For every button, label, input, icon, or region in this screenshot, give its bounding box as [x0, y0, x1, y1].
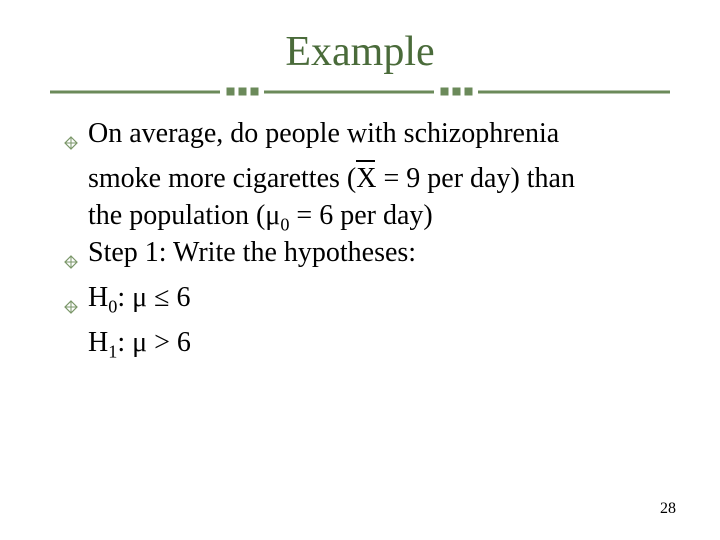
subscript: 1: [108, 342, 117, 362]
text-fragment: = 9 per day) than: [376, 163, 575, 194]
bullet-item: Step 1: Write the hypotheses:: [64, 235, 656, 278]
bullet-item: On average, do people with schizophrenia: [64, 116, 656, 159]
text-fragment: H: [88, 282, 108, 313]
x-bar-symbol: X: [356, 161, 376, 196]
bullet-item: H0: μ ≤ 6: [64, 280, 656, 323]
slide-body: On average, do people with schizophrenia…: [0, 116, 720, 360]
subscript: 0: [108, 297, 117, 317]
text-fragment: = 6 per day): [289, 200, 432, 231]
bullet-icon: [64, 124, 84, 159]
text-fragment: : μ > 6: [117, 327, 191, 358]
text-fragment: the population (μ: [88, 200, 280, 231]
bullet-icon: [64, 288, 84, 323]
bullet-continuation: smoke more cigarettes (X = 9 per day) th…: [88, 161, 656, 196]
text-fragment: smoke more cigarettes (: [88, 163, 356, 194]
text-fragment: H: [88, 327, 108, 358]
bullet-continuation: the population (μ0 = 6 per day): [88, 198, 656, 233]
page-number: 28: [660, 500, 676, 518]
text-fragment: : μ ≤ 6: [117, 282, 190, 313]
bullet-icon: [64, 243, 84, 278]
bullet-text: H0: μ ≤ 6: [88, 280, 656, 315]
bullet-text: Step 1: Write the hypotheses:: [88, 235, 656, 270]
slide-title: Example: [0, 0, 720, 86]
bullet-continuation: H1: μ > 6: [88, 325, 656, 360]
title-divider: [50, 86, 670, 98]
bullet-text: On average, do people with schizophrenia: [88, 116, 656, 151]
